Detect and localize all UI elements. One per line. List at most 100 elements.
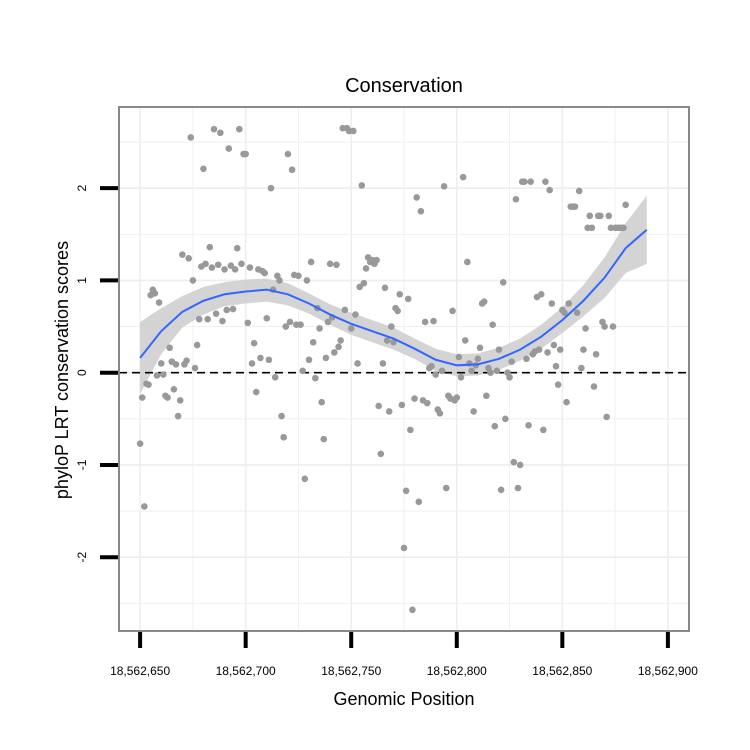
data-point bbox=[335, 343, 342, 351]
data-point bbox=[592, 350, 600, 358]
data-point bbox=[236, 125, 243, 133]
data-point bbox=[398, 401, 406, 409]
data-point bbox=[193, 341, 201, 349]
data-point bbox=[544, 349, 551, 356]
data-point bbox=[157, 360, 165, 367]
data-point bbox=[461, 337, 469, 344]
data-point bbox=[415, 498, 423, 506]
x-tick-label: 18,562,650 bbox=[110, 664, 170, 678]
confidence-band-area bbox=[140, 195, 647, 394]
data-point bbox=[299, 367, 306, 375]
data-point bbox=[609, 323, 617, 330]
data-point bbox=[487, 369, 494, 376]
data-point bbox=[497, 486, 505, 494]
y-tick-label: 1 bbox=[75, 277, 89, 284]
data-point bbox=[195, 315, 203, 323]
data-point bbox=[432, 371, 439, 378]
data-point bbox=[145, 381, 152, 388]
data-point bbox=[571, 203, 579, 210]
data-point bbox=[324, 318, 332, 326]
data-point bbox=[288, 166, 296, 174]
data-point bbox=[191, 364, 199, 372]
x-tick-label: 18,562,800 bbox=[427, 664, 487, 678]
x-tick-label: 18,562,900 bbox=[638, 664, 698, 678]
data-point bbox=[271, 374, 279, 381]
data-point bbox=[586, 212, 594, 220]
data-point bbox=[219, 317, 226, 325]
data-point bbox=[476, 344, 484, 352]
data-point bbox=[508, 358, 515, 365]
data-point bbox=[565, 300, 572, 307]
data-point bbox=[261, 269, 268, 277]
x-axis: 18,562,650 18,562,700 18,562,750 18,562,800… bbox=[110, 632, 698, 678]
x-tick-label: 18,562,700 bbox=[216, 664, 276, 678]
data-point bbox=[383, 337, 391, 344]
y-tick-label: -2 bbox=[75, 552, 89, 563]
data-point bbox=[174, 412, 182, 420]
data-point bbox=[396, 290, 404, 298]
data-point bbox=[563, 398, 570, 406]
data-point bbox=[160, 371, 167, 378]
data-point bbox=[341, 306, 349, 314]
data-point bbox=[244, 319, 252, 327]
data-point bbox=[546, 186, 553, 194]
data-point bbox=[189, 277, 197, 284]
data-point bbox=[246, 264, 254, 271]
data-point bbox=[590, 383, 598, 390]
data-point bbox=[170, 385, 178, 393]
data-point bbox=[252, 388, 260, 396]
data-point bbox=[514, 484, 522, 492]
data-point bbox=[229, 305, 237, 313]
data-point bbox=[231, 266, 239, 273]
data-point bbox=[295, 272, 302, 280]
data-point bbox=[214, 261, 222, 269]
data-point bbox=[250, 339, 258, 347]
data-point bbox=[286, 318, 294, 326]
data-point bbox=[303, 277, 311, 284]
data-point bbox=[352, 311, 359, 318]
data-point bbox=[322, 354, 330, 362]
data-point bbox=[377, 450, 385, 458]
data-point bbox=[316, 325, 323, 332]
data-point bbox=[502, 415, 509, 423]
x-tick-label: 18,562,750 bbox=[321, 664, 381, 678]
data-point bbox=[305, 356, 313, 364]
data-point bbox=[141, 503, 148, 510]
data-point bbox=[212, 310, 220, 317]
data-point bbox=[550, 341, 558, 349]
data-point bbox=[527, 178, 534, 186]
data-point bbox=[580, 346, 587, 353]
data-point bbox=[597, 212, 604, 220]
data-point bbox=[257, 354, 264, 362]
data-point bbox=[440, 183, 448, 190]
data-point bbox=[417, 207, 425, 215]
data-point bbox=[455, 353, 463, 361]
data-point bbox=[185, 254, 192, 262]
data-point bbox=[217, 129, 224, 137]
data-point bbox=[301, 475, 309, 483]
data-point bbox=[480, 298, 488, 305]
data-point bbox=[331, 349, 338, 356]
data-point bbox=[573, 309, 581, 317]
data-point bbox=[248, 360, 256, 367]
data-point bbox=[242, 150, 249, 158]
data-point bbox=[187, 134, 195, 141]
data-point bbox=[136, 440, 144, 448]
y-axis: -2 -1 0 1 2 bbox=[75, 185, 118, 563]
data-point bbox=[578, 364, 585, 372]
data-point bbox=[430, 317, 437, 325]
data-point bbox=[622, 201, 629, 209]
x-tick-label: 18,562,850 bbox=[532, 664, 592, 678]
data-point bbox=[575, 187, 583, 195]
data-point bbox=[561, 309, 568, 317]
data-point bbox=[483, 392, 490, 400]
data-point bbox=[312, 374, 319, 382]
data-point bbox=[404, 295, 412, 303]
y-tick-label: 0 bbox=[75, 369, 89, 376]
data-point bbox=[582, 325, 589, 332]
data-point bbox=[379, 360, 387, 367]
data-point bbox=[263, 314, 271, 322]
data-point bbox=[525, 421, 532, 429]
data-point bbox=[428, 362, 435, 370]
